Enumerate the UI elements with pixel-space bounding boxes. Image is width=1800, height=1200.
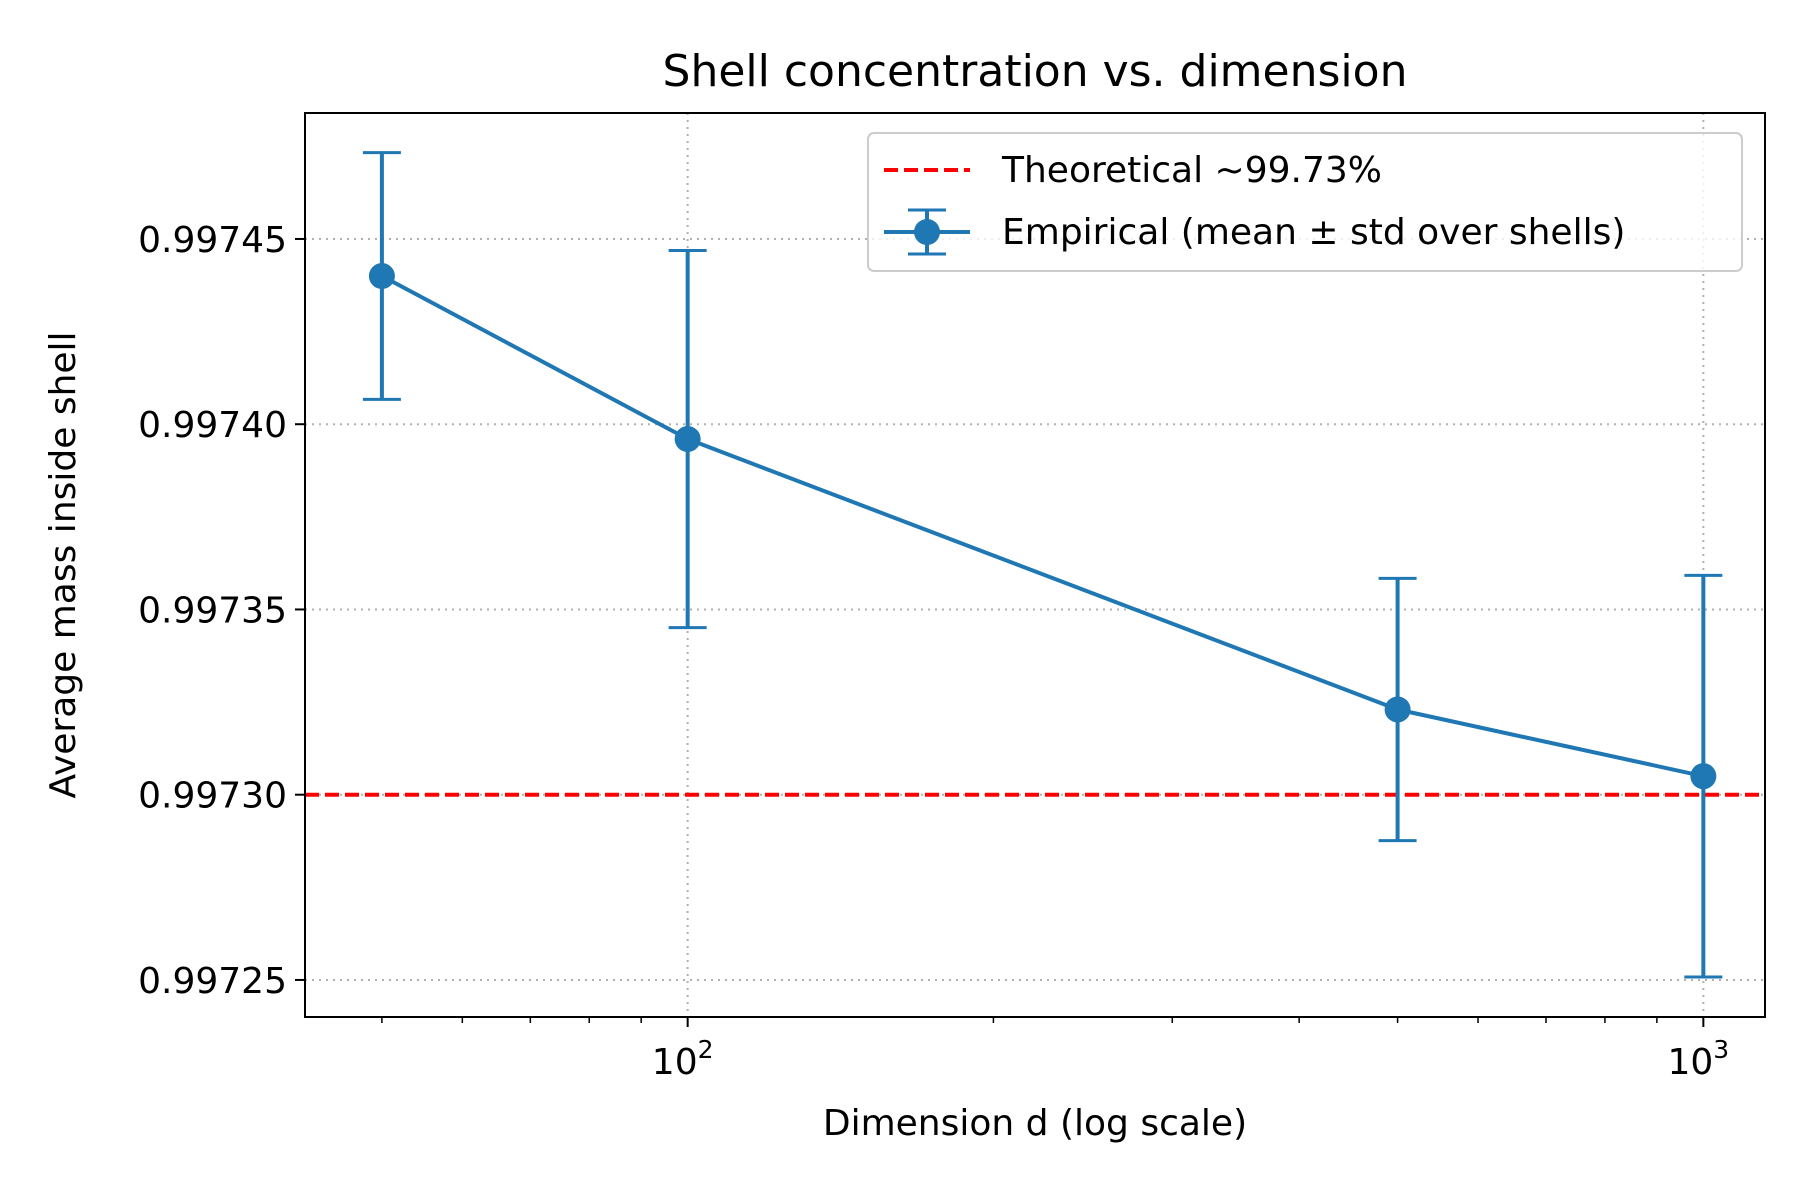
empirical-line <box>380 274 1704 779</box>
series-layer <box>362 151 1723 979</box>
y-tick-label: 0.99740 <box>138 405 287 446</box>
x-tick-label: 102 <box>652 1035 714 1083</box>
data-point <box>674 426 701 453</box>
x-tick-base: 10 <box>652 1042 698 1083</box>
legend-box <box>867 132 1743 272</box>
y-tick-label: 0.99745 <box>138 220 287 261</box>
legend-empirical-swatch <box>884 208 970 256</box>
y-tick-label: 0.99735 <box>138 590 287 631</box>
x-tick-exponent: 3 <box>1713 1035 1729 1064</box>
data-point <box>368 263 395 290</box>
legend-empirical-label: Empirical (mean ± std over shells) <box>1002 212 1625 253</box>
legend: Theoretical ~99.73% Empirical (mean ± st… <box>867 132 1743 272</box>
data-point <box>1384 696 1411 723</box>
y-axis-label: Average mass inside shell <box>43 331 84 798</box>
plot-frame <box>304 112 1766 1018</box>
x-tick-base: 10 <box>1667 1042 1713 1083</box>
x-axis-label: Dimension d (log scale) <box>823 1103 1247 1144</box>
data-point <box>1690 763 1717 790</box>
y-tick-label: 0.99725 <box>138 961 287 1002</box>
chart-title: Shell concentration vs. dimension <box>663 46 1408 97</box>
legend-theoretical-label: Theoretical ~99.73% <box>1001 150 1382 191</box>
x-tick-label: 103 <box>1667 1035 1729 1083</box>
x-tick-exponent: 2 <box>698 1035 714 1064</box>
y-tick-label: 0.99730 <box>138 776 287 817</box>
legend-swatch-marker <box>914 219 940 245</box>
